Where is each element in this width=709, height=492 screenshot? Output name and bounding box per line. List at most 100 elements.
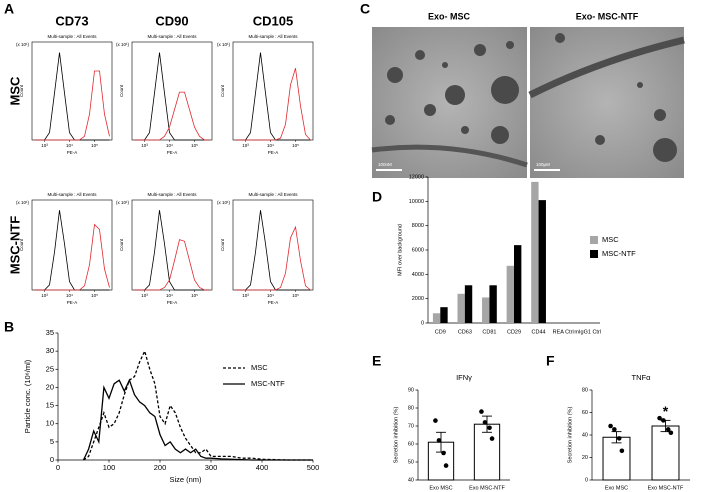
vesicles xyxy=(385,41,519,144)
y-tick-label: 20 xyxy=(46,382,54,391)
scale-bar-label: 100μM xyxy=(536,162,550,167)
y-multiplier: (x 10¹) xyxy=(217,42,231,47)
histogram-curve xyxy=(134,52,210,141)
panel-label: B xyxy=(4,319,14,335)
row-label: MSC-NTF xyxy=(7,216,22,275)
x-tick-label: CD29 xyxy=(507,329,521,335)
x-tick-label: CD44 xyxy=(532,329,546,335)
data-point xyxy=(436,438,442,443)
histogram-curve xyxy=(134,91,210,141)
y-tick-label: 70 xyxy=(408,423,414,429)
y-tick-label: 50 xyxy=(408,459,414,465)
y-multiplier: (x 10¹) xyxy=(217,200,231,205)
y-tick-label: 0 xyxy=(585,477,588,483)
x-tick-label: 10⁴ xyxy=(166,143,173,148)
bar xyxy=(432,313,441,323)
x-tick-label: CD81 xyxy=(482,329,496,335)
x-tick-label: 0 xyxy=(56,463,60,472)
histogram-curve xyxy=(134,239,210,291)
y-tick-label: 2000 xyxy=(412,296,424,302)
x-tick-label: 10⁴ xyxy=(267,293,274,298)
data-point xyxy=(612,427,617,432)
column-header: CD73 xyxy=(55,13,88,28)
data-point xyxy=(661,418,666,423)
column-header: CD105 xyxy=(253,13,293,28)
image-title: Exo- MSC-NTF xyxy=(576,11,639,21)
data-point xyxy=(433,418,438,423)
line-series xyxy=(82,378,313,461)
y-axis-label: Count xyxy=(19,238,24,251)
panel-label: A xyxy=(4,1,14,17)
data-point xyxy=(482,420,488,425)
panel-label: D xyxy=(372,189,382,205)
y-tick-label: 90 xyxy=(408,387,414,393)
plot-title: Multi-sample : All Events xyxy=(248,34,298,39)
data-point xyxy=(616,436,622,441)
plot-frame xyxy=(31,41,113,141)
legend-label: MSC xyxy=(251,363,268,372)
chart-title: TNFα xyxy=(632,373,652,382)
scale-bar-label: 100nM xyxy=(378,162,392,167)
x-axis-label: PE-A xyxy=(167,150,178,155)
y-multiplier: (x 10¹) xyxy=(16,42,30,47)
y-multiplier: (x 10¹) xyxy=(116,200,130,205)
bar xyxy=(489,285,497,323)
y-tick-label: 80 xyxy=(582,387,588,393)
y-tick-label: 25 xyxy=(46,364,54,373)
plot-title: Multi-sample : All Events xyxy=(147,192,197,197)
x-tick-label: 10⁵ xyxy=(292,143,299,148)
bar xyxy=(651,425,680,481)
panel-label: E xyxy=(372,353,381,369)
x-axis-label: PE-A xyxy=(167,300,178,305)
y-axis-label: Count xyxy=(220,238,225,251)
chart-title: IFNγ xyxy=(456,373,472,382)
x-tick-label: 10³ xyxy=(141,143,148,148)
histogram-curve xyxy=(134,210,210,291)
x-axis-label: PE-A xyxy=(268,300,279,305)
vesicles xyxy=(555,33,677,162)
legend-label: MSC xyxy=(602,235,619,244)
y-tick-label: 5 xyxy=(50,437,54,446)
y-tick-label: 8000 xyxy=(412,223,424,229)
x-tick-label: 100 xyxy=(103,463,116,472)
y-tick-label: 0 xyxy=(50,455,54,464)
y-tick-label: 30 xyxy=(46,346,54,355)
data-point xyxy=(441,450,446,456)
x-tick-label: mIgG1 Ctrl xyxy=(574,329,601,335)
histogram-curve xyxy=(235,68,311,141)
y-multiplier: (x 10¹) xyxy=(16,200,30,205)
bar xyxy=(482,297,490,323)
histogram-curve xyxy=(235,225,311,291)
x-axis-label: PE-A xyxy=(67,150,78,155)
plot-frame xyxy=(232,41,314,141)
y-axis-label: Secretion inhibition (%) xyxy=(567,407,573,464)
x-tick-label: 500 xyxy=(307,463,320,472)
legend-label: MSC-NTF xyxy=(251,379,285,388)
x-tick-label: 10³ xyxy=(41,143,48,148)
micrographs xyxy=(371,27,685,178)
x-tick-label: 10⁵ xyxy=(191,143,198,148)
y-tick-label: 35 xyxy=(46,328,54,337)
x-tick-label: 10⁵ xyxy=(191,293,198,298)
x-tick-label: 10³ xyxy=(141,293,148,298)
bar xyxy=(531,181,539,323)
annotation: * xyxy=(663,403,669,419)
bar xyxy=(602,436,631,481)
data-point xyxy=(619,448,625,454)
y-tick-label: 0 xyxy=(421,320,424,326)
x-tick-label: CD63 xyxy=(458,329,472,335)
x-axis-label: Size (nm) xyxy=(169,475,202,484)
x-axis-label: PE-A xyxy=(268,150,279,155)
y-tick-label: 6000 xyxy=(412,247,424,253)
y-tick-label: 10000 xyxy=(409,199,424,205)
bar xyxy=(464,285,473,323)
data-point xyxy=(668,430,674,436)
column-header: CD90 xyxy=(155,13,188,28)
bar xyxy=(506,265,514,323)
x-tick-label: 10⁵ xyxy=(91,143,98,148)
y-tick-label: 20 xyxy=(582,455,588,461)
x-tick-label: REA Ctrl xyxy=(553,329,574,335)
panel-label: C xyxy=(360,1,370,17)
histogram-curve xyxy=(34,52,110,141)
